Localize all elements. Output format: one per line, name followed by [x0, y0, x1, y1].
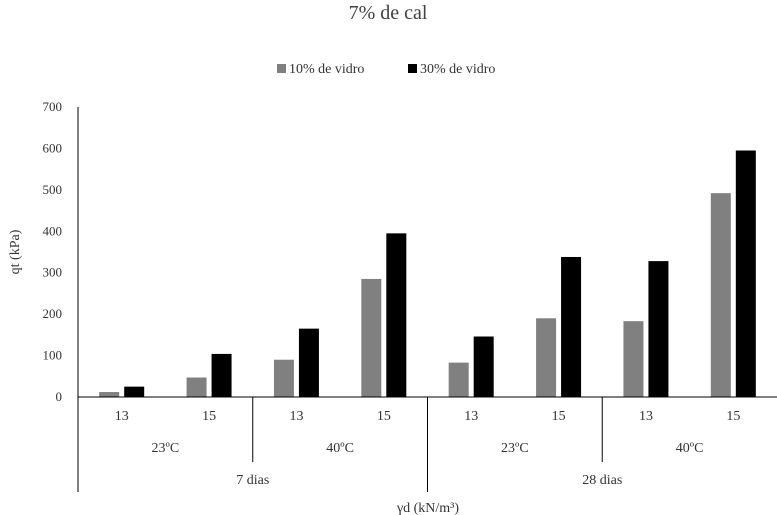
bar-10-vidro [273, 359, 294, 397]
bar-10-vidro [361, 278, 382, 397]
chart-title: 7% de cal [349, 2, 428, 24]
bar-30-vidro [473, 336, 494, 397]
y-tick-label: 0 [56, 389, 63, 404]
bar-30-vidro [124, 386, 145, 397]
x-tick-density: 13 [639, 409, 653, 424]
x-group-curing: 7 dias [236, 473, 269, 488]
bar-30-vidro [211, 353, 232, 397]
x-tick-density: 13 [289, 409, 303, 424]
y-tick-label: 300 [43, 265, 63, 280]
x-group-temperature: 40ºC [326, 441, 354, 456]
bar-30-vidro [648, 261, 669, 397]
x-group-temperature: 40ºC [676, 441, 704, 456]
legend-swatch-30-vidro [408, 64, 417, 73]
x-axis: 13 15 13 15 13 15 13 15 23ºC 40ºC 23ºC 40ºC 7 dias 28… [77, 396, 777, 492]
x-tick-density: 15 [552, 409, 566, 424]
y-tick-label: 600 [43, 140, 63, 155]
y-tick-label: 500 [43, 182, 63, 197]
y-tick-label: 700 [43, 99, 63, 114]
bar-30-vidro [386, 233, 407, 397]
y-tick-label: 400 [43, 223, 63, 238]
bar-10-vidro [448, 362, 469, 397]
y-axis-label: qt (kPa) [8, 229, 23, 274]
legend-swatch-10-vidro [277, 64, 286, 73]
x-tick-density: 15 [377, 409, 391, 424]
bar-10-vidro [186, 377, 207, 397]
bar-10-vidro [99, 392, 120, 397]
y-tick-label: 100 [43, 348, 63, 363]
legend-label-10-vidro: 10% de vidro [289, 62, 364, 77]
bar-30-vidro [735, 150, 756, 397]
bar-30-vidro [561, 256, 582, 397]
legend-label-30-vidro: 30% de vidro [420, 62, 495, 77]
bar-10-vidro [623, 321, 644, 397]
bars [99, 150, 756, 397]
x-group-temperature: 23ºC [152, 441, 180, 456]
x-tick-density: 15 [202, 409, 216, 424]
y-tick-label: 200 [43, 306, 63, 321]
x-group-curing: 28 dias [582, 473, 622, 488]
x-tick-density: 15 [726, 409, 740, 424]
x-group-temperature: 23ºC [501, 441, 529, 456]
bar-10-vidro [710, 193, 731, 397]
legend: 10% de vidro 30% de vidro [277, 62, 495, 77]
x-tick-density: 13 [464, 409, 478, 424]
x-axis-label: γd (kN/m³) [396, 501, 459, 515]
x-tick-density: 13 [115, 409, 129, 424]
bar-30-vidro [298, 328, 319, 397]
y-axis-ticks: 0 100 200 300 400 500 600 700 [43, 99, 63, 404]
bar-10-vidro [536, 318, 557, 397]
